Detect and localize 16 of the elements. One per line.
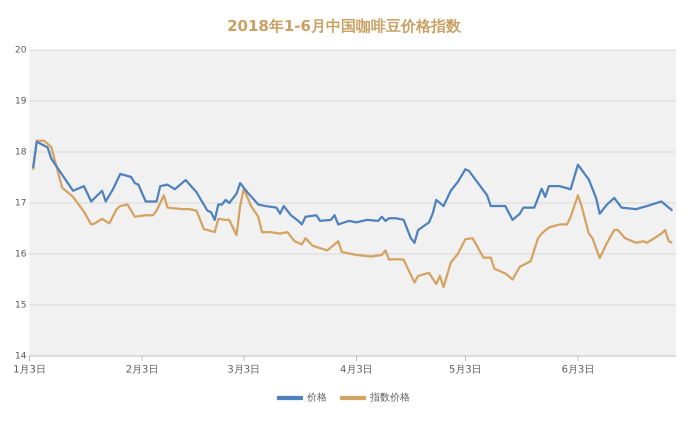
x-tick-label: 5月3日 — [448, 364, 482, 376]
x-tick-label: 6月3日 — [562, 364, 594, 376]
x-tick-label: 4月3日 — [340, 364, 373, 376]
y-tick-label: 16 — [15, 249, 27, 260]
x-tick-label: 1月3日 — [13, 364, 46, 376]
y-tick-label: 17 — [15, 198, 26, 208]
y-tick-label: 15 — [15, 300, 26, 310]
y-tick-label: 14 — [15, 351, 27, 362]
x-tick-label: 3月3日 — [227, 364, 260, 376]
y-tick-label: 18 — [15, 147, 27, 158]
y-tick-label: 19 — [15, 96, 27, 106]
y-tick-label: 20 — [15, 45, 27, 56]
chart-title: 2018年1-6月中国咖啡豆价格指数 — [227, 16, 462, 35]
legend-label: 价格 — [306, 392, 327, 404]
x-tick-label: 2月3日 — [126, 364, 158, 376]
legend-label: 指数价格 — [369, 392, 410, 404]
